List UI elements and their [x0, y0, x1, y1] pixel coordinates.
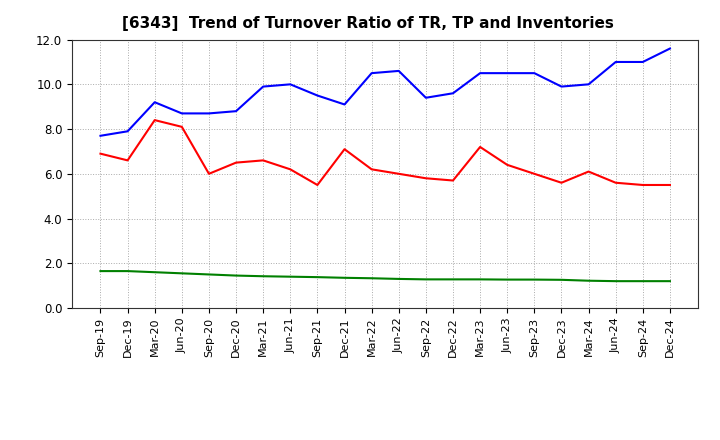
Trade Payables [530, 70, 539, 76]
Trade Payables [259, 84, 268, 89]
Inventories [341, 275, 349, 280]
Trade Payables [557, 84, 566, 89]
Text: [6343]  Trend of Turnover Ratio of TR, TP and Inventories: [6343] Trend of Turnover Ratio of TR, TP… [122, 16, 614, 32]
Trade Receivables [476, 144, 485, 150]
Trade Payables [665, 46, 674, 51]
Trade Receivables [639, 182, 647, 187]
Trade Receivables [178, 124, 186, 129]
Trade Receivables [557, 180, 566, 185]
Trade Receivables [665, 182, 674, 187]
Trade Receivables [503, 162, 511, 168]
Trade Receivables [150, 117, 159, 123]
Trade Receivables [367, 167, 376, 172]
Trade Payables [204, 111, 213, 116]
Inventories [421, 277, 430, 282]
Trade Payables [421, 95, 430, 100]
Inventories [503, 277, 511, 282]
Trade Payables [584, 82, 593, 87]
Trade Payables [639, 59, 647, 65]
Trade Payables [395, 68, 403, 73]
Trade Payables [313, 93, 322, 98]
Trade Payables [150, 99, 159, 105]
Inventories [96, 268, 105, 274]
Trade Payables [341, 102, 349, 107]
Inventories [449, 277, 457, 282]
Trade Payables [286, 82, 294, 87]
Inventories [611, 279, 620, 284]
Inventories [476, 277, 485, 282]
Trade Receivables [421, 176, 430, 181]
Inventories [367, 275, 376, 281]
Trade Receivables [123, 158, 132, 163]
Line: Trade Receivables: Trade Receivables [101, 120, 670, 185]
Trade Payables [367, 70, 376, 76]
Inventories [313, 275, 322, 280]
Inventories [178, 271, 186, 276]
Trade Payables [178, 111, 186, 116]
Inventories [123, 268, 132, 274]
Inventories [150, 270, 159, 275]
Inventories [557, 277, 566, 282]
Trade Payables [503, 70, 511, 76]
Trade Payables [96, 133, 105, 139]
Trade Payables [449, 91, 457, 96]
Trade Receivables [611, 180, 620, 185]
Trade Receivables [313, 182, 322, 187]
Line: Trade Payables: Trade Payables [101, 48, 670, 136]
Inventories [204, 272, 213, 277]
Trade Payables [123, 128, 132, 134]
Trade Receivables [395, 171, 403, 176]
Trade Receivables [259, 158, 268, 163]
Trade Receivables [449, 178, 457, 183]
Trade Payables [476, 70, 485, 76]
Trade Payables [232, 109, 240, 114]
Trade Receivables [96, 151, 105, 156]
Inventories [232, 273, 240, 278]
Inventories [584, 278, 593, 283]
Trade Receivables [530, 171, 539, 176]
Inventories [286, 274, 294, 279]
Inventories [530, 277, 539, 282]
Trade Receivables [204, 171, 213, 176]
Line: Inventories: Inventories [101, 271, 670, 281]
Inventories [259, 274, 268, 279]
Trade Receivables [286, 167, 294, 172]
Trade Payables [611, 59, 620, 65]
Inventories [665, 279, 674, 284]
Trade Receivables [584, 169, 593, 174]
Inventories [395, 276, 403, 282]
Trade Receivables [232, 160, 240, 165]
Inventories [639, 279, 647, 284]
Trade Receivables [341, 147, 349, 152]
